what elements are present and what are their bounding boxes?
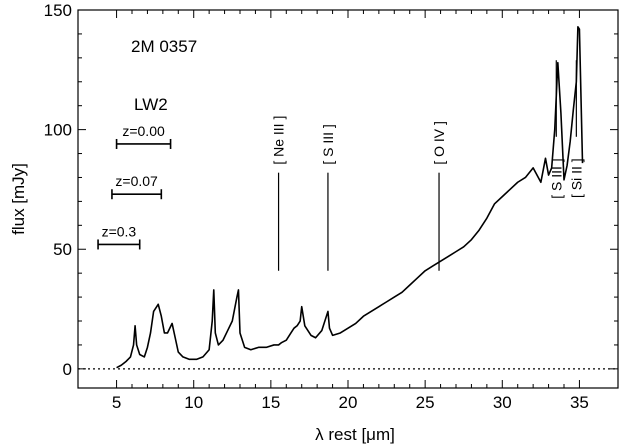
x-tick-label: 5 <box>112 393 121 412</box>
plot-frame <box>77 9 619 389</box>
emission-line-label: [ Si II ] <box>568 158 584 198</box>
axis-ticks: 5 10 15 20 25 30 35 0 50 100 150 <box>44 1 618 412</box>
filter-label: LW2 <box>134 95 168 114</box>
x-tick-label: 30 <box>493 393 512 412</box>
x-axis-label: λ rest [μm] <box>315 425 395 444</box>
x-tick-label: 25 <box>416 393 435 412</box>
x-tick-label: 10 <box>184 393 203 412</box>
emission-line-label: [ O IV ] <box>431 121 447 165</box>
emission-line-label: [ S III ] <box>320 124 336 164</box>
redshift-bar-label: z=0.07 <box>115 173 158 189</box>
emission-line-label: [ Ne III ] <box>271 116 287 165</box>
object-label: 2M 0357 <box>131 37 197 56</box>
annotations-group: 2M 0357 LW2 z=0.00 z=0.07 z=0.3 [ Ne III ] [… <box>97 37 584 271</box>
redshift-bar-label: z=0.00 <box>122 123 165 139</box>
x-tick-label: 15 <box>261 393 280 412</box>
y-tick-label: 150 <box>44 1 72 20</box>
emission-line-label: [ S III ] <box>548 158 564 198</box>
series-group <box>116 25 584 369</box>
y-tick-label: 100 <box>44 121 72 140</box>
y-tick-label: 50 <box>53 240 72 259</box>
y-tick-label: 0 <box>63 360 72 379</box>
y-axis-label: flux [mJy] <box>9 163 28 235</box>
x-tick-label: 20 <box>339 393 358 412</box>
redshift-bar-label: z=0.3 <box>102 223 137 239</box>
spectrum-line <box>116 25 584 369</box>
x-tick-label: 35 <box>570 393 589 412</box>
